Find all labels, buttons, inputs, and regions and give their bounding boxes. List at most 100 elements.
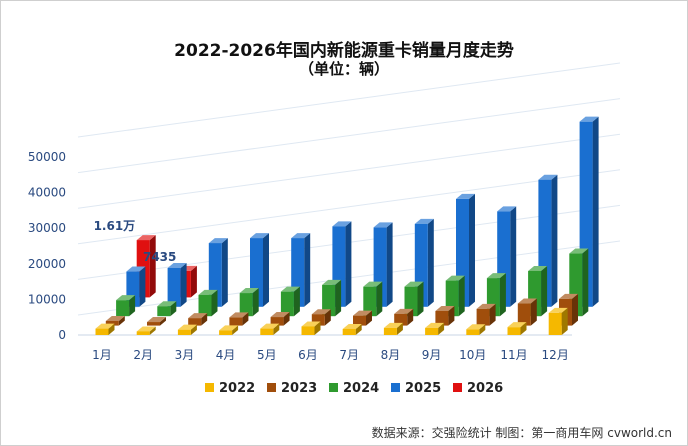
bar-2023-4	[229, 312, 249, 326]
bar-2023-6	[311, 309, 331, 326]
y-axis: 0 10000 20000 30000 40000 50000	[28, 150, 66, 342]
bar-top	[404, 281, 424, 287]
bar-side	[572, 293, 578, 326]
bar-side	[345, 221, 352, 307]
bar-top	[435, 306, 455, 312]
bar-2023-1	[105, 315, 125, 326]
bar-top	[383, 322, 403, 328]
bar-2023-11	[517, 298, 537, 326]
chart-subtitle: （单位：辆）	[298, 60, 389, 78]
bar-front	[167, 267, 181, 307]
bar-front	[466, 329, 480, 335]
bar-top	[528, 265, 548, 271]
gridlines	[77, 62, 621, 336]
bar-front	[435, 311, 449, 326]
bar-top	[517, 298, 537, 304]
bar-top	[579, 116, 599, 122]
bar-front	[105, 320, 119, 326]
bar-side	[592, 116, 599, 307]
x-tick-label: 11月	[500, 348, 527, 362]
legend-label: 2025	[405, 381, 441, 396]
bar-side	[118, 315, 125, 326]
bar-top	[414, 218, 434, 224]
bar-front	[95, 328, 109, 335]
bar-2024-3	[198, 289, 218, 317]
bar-side	[283, 312, 290, 326]
bar-2024-8	[404, 281, 424, 317]
bar-side	[273, 323, 280, 335]
bar-2022-9	[425, 322, 445, 335]
bar-front	[476, 308, 490, 326]
bar-side	[489, 303, 496, 326]
bar-top	[486, 273, 506, 279]
bar-side	[458, 275, 465, 317]
bar-front	[322, 284, 336, 317]
bar-top	[95, 323, 115, 329]
bar-top	[548, 307, 568, 313]
bar-side	[304, 233, 311, 307]
bar-2023-9	[435, 306, 455, 326]
bar-2023-5	[270, 312, 290, 326]
bar-top	[445, 275, 465, 281]
bar-2023-7	[353, 310, 372, 326]
y-tick-label: 20000	[28, 257, 66, 271]
bar-top	[538, 174, 558, 180]
bar-side	[139, 266, 146, 307]
bar-top	[177, 324, 197, 330]
x-tick-label: 7月	[339, 348, 359, 362]
x-tick-label: 10月	[459, 348, 486, 362]
bar-side	[407, 308, 414, 326]
bar-front	[280, 291, 294, 317]
bar-top	[497, 206, 517, 212]
data-label: 1.61万	[94, 219, 136, 233]
bar-top	[507, 322, 527, 328]
bar-side	[376, 281, 383, 317]
bar-front	[219, 330, 233, 335]
bar-top	[105, 315, 125, 321]
bar-side	[252, 288, 259, 317]
bar-side	[263, 233, 269, 307]
bar-side	[190, 324, 197, 335]
bar-side	[530, 298, 537, 326]
bar-2022-5	[260, 323, 280, 335]
legend-swatch	[453, 383, 462, 392]
bar-2025-2	[167, 262, 187, 307]
bar-front	[342, 328, 356, 335]
legend-swatch	[205, 383, 214, 392]
bar-side	[324, 309, 331, 326]
legend-item-2024: 2024	[329, 381, 379, 396]
x-tick-label: 3月	[175, 348, 195, 362]
bar-side	[520, 322, 527, 335]
bar-front	[136, 331, 150, 335]
bar-side	[448, 306, 455, 326]
data-label: 7435	[143, 250, 176, 264]
legend-item-2023: 2023	[267, 381, 317, 396]
bar-2024-7	[363, 281, 383, 317]
bar-front	[229, 317, 243, 326]
bar-front	[260, 328, 274, 335]
bar-front	[425, 327, 439, 335]
chart-title: 2022-2026年国内新能源重卡销量月度走势	[174, 41, 514, 61]
bar-top	[559, 293, 578, 299]
bar-top	[394, 308, 414, 314]
bar-2023-3	[188, 313, 208, 326]
bar-side	[314, 321, 321, 335]
bar-front	[311, 314, 325, 326]
legend-swatch	[267, 383, 276, 392]
bar-2022-11	[507, 322, 527, 335]
bar-2022-7	[342, 323, 362, 335]
legend-item-2026: 2026	[453, 381, 503, 396]
bar-top	[291, 233, 311, 239]
bar-2022-4	[219, 325, 239, 335]
bar-front	[198, 294, 212, 317]
bar-front	[507, 327, 521, 335]
bars	[95, 116, 599, 335]
y-tick-label: 30000	[28, 221, 66, 235]
data-source-credit: 数据来源：交强险统计 制图：第一商用车网 cvworld.cn	[371, 426, 672, 440]
bar-side	[438, 322, 445, 335]
bar-top	[126, 266, 146, 272]
bar-top	[425, 322, 445, 328]
bar-side	[242, 312, 249, 326]
bar-top	[116, 295, 136, 301]
bar-2024-1	[116, 295, 136, 317]
